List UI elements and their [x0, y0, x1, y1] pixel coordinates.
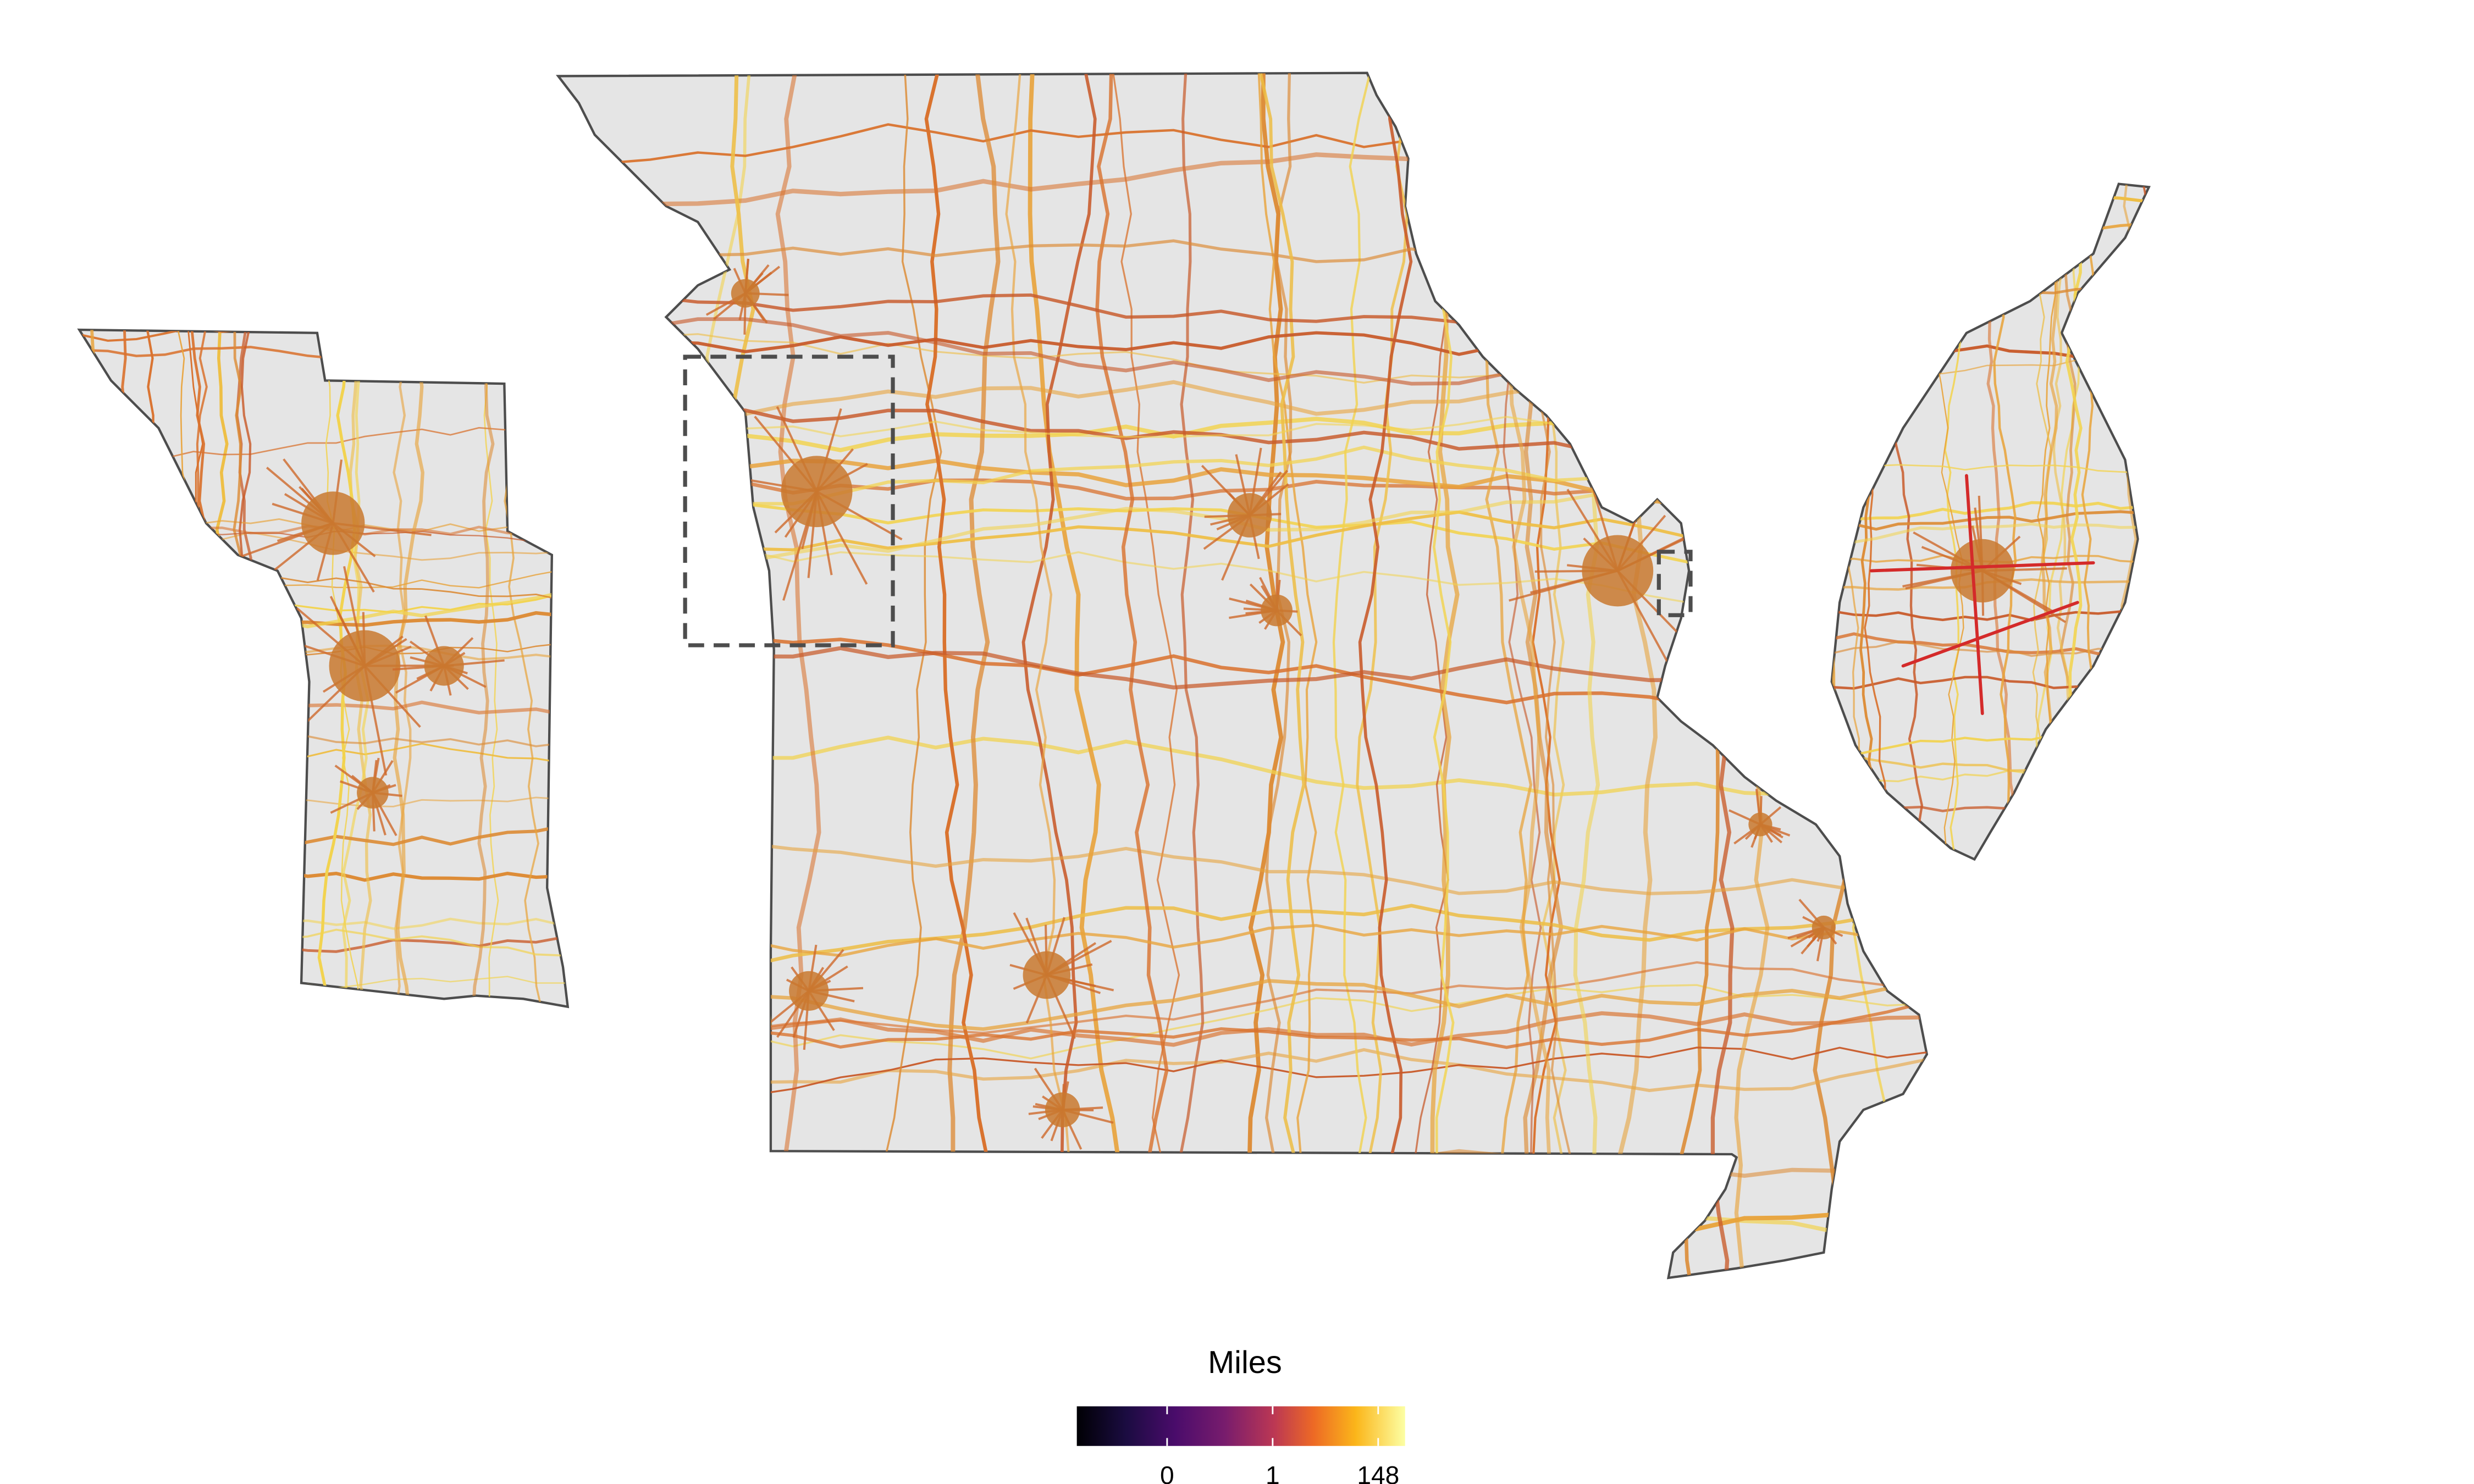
road	[1332, 73, 1372, 1278]
road	[1869, 474, 2095, 715]
road	[1095, 73, 1169, 1278]
colorbar-tick-label: 1	[1266, 1461, 1280, 1484]
road	[96, 330, 130, 1007]
colorbar-tick-label: 0	[1160, 1461, 1174, 1484]
road	[1831, 510, 2149, 531]
road	[924, 73, 993, 1278]
road	[558, 976, 1927, 1031]
road	[1112, 73, 1184, 1278]
road	[558, 998, 1927, 1055]
urban-area	[789, 971, 829, 1011]
st-louis-inset-box	[1656, 550, 1693, 617]
road	[2142, 184, 2149, 252]
road	[1358, 73, 1413, 1278]
urban-area	[731, 279, 760, 308]
urban-area	[1582, 535, 1654, 607]
road	[476, 330, 499, 1007]
road	[558, 904, 1927, 968]
road	[1831, 610, 2149, 622]
road	[558, 735, 1927, 801]
road	[79, 330, 103, 1007]
urban-area	[329, 630, 401, 702]
colorbar	[1076, 1406, 1405, 1446]
urban-area	[1045, 1092, 1080, 1127]
road	[1831, 464, 2149, 474]
road	[1173, 73, 1205, 1278]
urban-area	[357, 777, 389, 809]
urban-area	[1812, 915, 1836, 940]
road	[558, 1046, 1927, 1104]
road	[558, 1048, 1927, 1093]
urban-area	[781, 456, 853, 528]
missouri-outline	[558, 73, 1926, 1278]
legend-title: Miles	[1208, 1345, 1282, 1380]
colorbar-tick-label: 148	[1357, 1461, 1399, 1484]
road	[1356, 73, 1415, 1278]
road	[558, 841, 1927, 895]
urban-area	[1023, 951, 1071, 999]
urban-area	[301, 491, 365, 555]
road	[775, 73, 821, 1278]
road	[882, 73, 942, 1278]
urban-area	[1227, 493, 1272, 538]
legend: Miles 0 1 148	[1076, 1345, 1405, 1484]
road	[471, 330, 495, 1007]
road	[1028, 73, 1122, 1278]
urban-area	[1951, 539, 2014, 603]
urban-area	[1748, 812, 1772, 837]
urban-area	[1261, 594, 1293, 627]
road	[1831, 184, 1840, 860]
road	[130, 330, 158, 1007]
road	[1264, 73, 1299, 1278]
road	[558, 924, 1927, 957]
road	[1831, 522, 2149, 544]
road	[1831, 184, 1850, 860]
road	[1258, 73, 1316, 1278]
road	[1257, 73, 1318, 1278]
urban-area	[424, 646, 464, 686]
road	[1241, 73, 1285, 1278]
kansas-city-inset-box	[683, 355, 895, 647]
road	[947, 73, 1001, 1278]
road	[79, 330, 568, 342]
road	[1831, 280, 2149, 298]
